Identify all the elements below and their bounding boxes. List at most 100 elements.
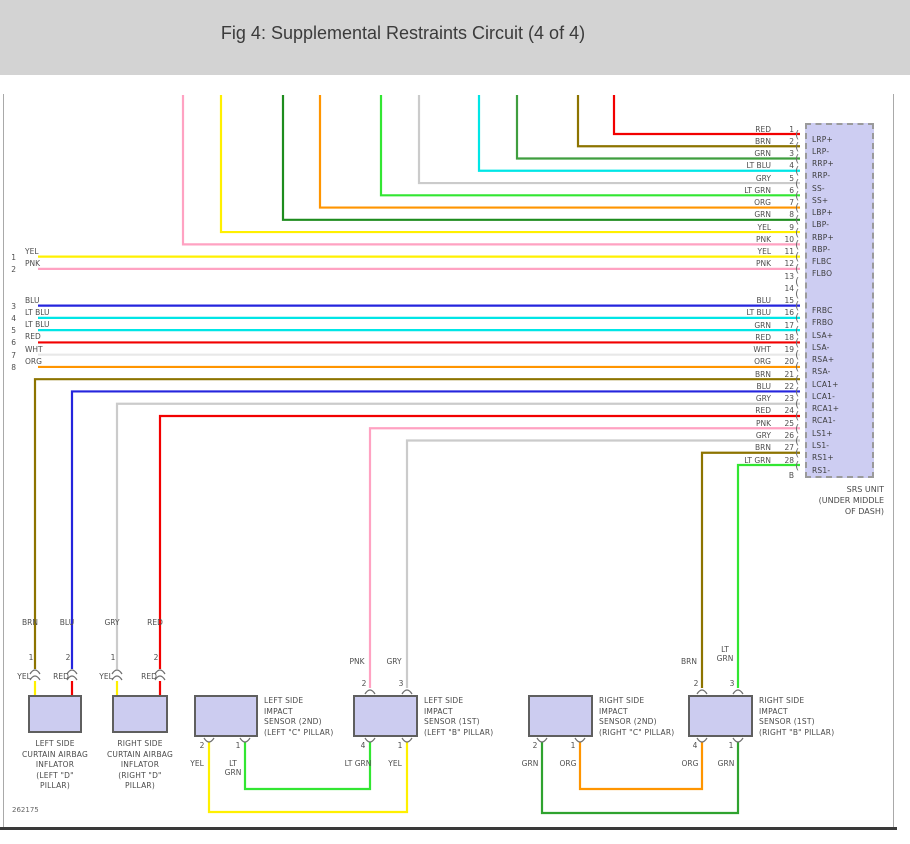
sensor-top-connector-icon [696,689,708,695]
pin-socket-icon: ( [795,164,800,178]
terminal-number: 8 [11,362,16,372]
right-curtain-airbag-inflator-box [112,695,168,733]
left-curtain-airbag-inflator-caption: LEFT SIDE CURTAIN AIRBAG INFLATOR (LEFT … [21,739,89,790]
sensor-bottom-connector-icon [401,737,413,743]
pin-wire-color: RED [755,332,771,342]
component-pin-number: 2 [532,741,538,750]
pin-number: 1 [789,124,794,134]
pin-socket-icon: ( [795,225,800,239]
pin-wire-color: GRY [755,431,771,440]
component-pin-wire-color: YEL [17,672,31,681]
pin-socket-icon: ( [795,286,800,300]
pin-number: 14 [784,283,794,293]
terminal-number: 4 [11,313,16,323]
right-side-impact-sensor-1st-box [688,695,753,737]
inflator-connector-icon [154,675,166,681]
pin-socket-icon: ( [795,458,800,472]
sensor-bottom-connector-icon [364,737,376,743]
component-pin-wire-color: GRN [717,759,735,768]
pin-socket-icon: ( [795,201,800,215]
wire [417,95,800,185]
pin-signal-label: LBP+ [812,208,833,218]
component-pin-number: 1 [397,741,403,750]
pin-wire-color: WHT [753,345,771,355]
terminal-wire-color: ORG [25,356,42,366]
pin-number: 21 [784,369,794,379]
component-pin-wire-color: LT GRN [224,759,242,777]
terminal-number: 3 [11,301,16,311]
component-pin-wire-color: GRY [386,657,402,666]
left-side-impact-sensor-2nd-caption: LEFT SIDE IMPACT SENSOR (2ND) (LEFT "C" … [264,696,334,737]
pin-socket-icon: ( [795,188,800,202]
pin-signal-label: RBP+ [812,232,834,242]
right-side-impact-sensor-2nd-caption: RIGHT SIDE IMPACT SENSOR (2ND) (RIGHT "C… [599,696,675,737]
right-curtain-airbag-inflator-caption: RIGHT SIDE CURTAIN AIRBAG INFLATOR (RIGH… [106,739,174,790]
pin-signal-label: LSA+ [812,330,834,340]
pin-wire-color: GRY [755,394,771,404]
pin-wire-color: LT GRN [744,455,771,465]
sensor-bottom-connector-icon [536,737,548,743]
wire [540,742,740,815]
pin-socket-icon: ( [795,397,800,411]
wire [405,439,800,688]
sensor-bottom-connector-icon [239,737,251,743]
left-side-impact-sensor-1st-box [353,695,418,737]
srs-unit-caption: SRS UNIT (UNDER MIDDLE OF DASH) [818,485,884,516]
pin-signal-label: RCA1+ [812,404,840,414]
inflator-connector-icon [29,669,41,675]
pin-number: 19 [784,345,794,355]
title-bar: Fig 4: Supplemental Restraints Circuit (… [0,0,910,75]
pin-signal-label: RCA1- [812,416,836,426]
pin-number: 28 [784,455,794,465]
wire [219,95,800,234]
pin-wire-color: PNK [755,418,771,428]
pin-signal-label: LS1+ [812,428,833,438]
pin-socket-icon: ( [795,446,800,460]
pin-signal-label: RRP- [812,171,831,181]
pin-number: 4 [789,161,794,171]
terminal-wire-color: RED [25,332,41,342]
terminal-wire-color: LT BLU [25,307,50,317]
component-pin-number: 2 [153,653,159,662]
pin-wire-color: RED [755,124,771,134]
pin-wire-color: BRN [755,136,771,146]
left-curtain-airbag-inflator-box [28,695,82,733]
pin-signal-label: RS1+ [812,453,834,463]
pin-number: 20 [784,357,794,367]
pin-wire-color: PNK [755,259,771,269]
pin-signal-label: SS+ [812,195,829,205]
pin-signal-label: RS1- [812,465,831,475]
pin-wire-color: YEL [757,247,772,257]
sensor-bottom-connector-icon [203,737,215,743]
pin-wire-color: LT BLU [746,308,771,318]
pin-wire-color: GRY [755,173,771,183]
sensor-top-connector-icon [364,689,376,695]
pin-socket-icon: ( [795,176,800,190]
pin-signal-label: FLBC [812,257,832,267]
inflator-connector-icon [29,675,41,681]
pin-wire-color: GRN [754,210,771,220]
pin-signal-label: LRP- [812,146,830,156]
wire [115,402,800,669]
component-pin-wire-color: RED [141,672,157,681]
wire [736,463,800,688]
pin-number: 8 [789,210,794,220]
component-pin-number: 4 [360,741,366,750]
pin-signal-label: RRP+ [812,159,835,169]
pin-wire-color: BLU [756,296,771,306]
terminal-number: 1 [11,252,16,262]
pin-socket-icon: ( [795,311,800,325]
component-pin-number: 1 [28,653,34,662]
pin-number: 24 [784,406,794,416]
terminal-wire-color: PNK [25,258,41,268]
pin-number: 25 [784,418,794,428]
component-pin-wire-color: GRN [521,759,539,768]
terminal-wire-color: YEL [25,246,39,256]
component-pin-number: 3 [729,679,735,688]
component-pin-wire-color: ORG [559,759,577,768]
pin-wire-color: ORG [754,198,771,208]
left-side-impact-sensor-1st-caption: LEFT SIDE IMPACT SENSOR (1ST) (LEFT "B" … [424,696,494,737]
terminal-number: 2 [11,264,16,274]
terminal-number: 7 [11,350,16,360]
